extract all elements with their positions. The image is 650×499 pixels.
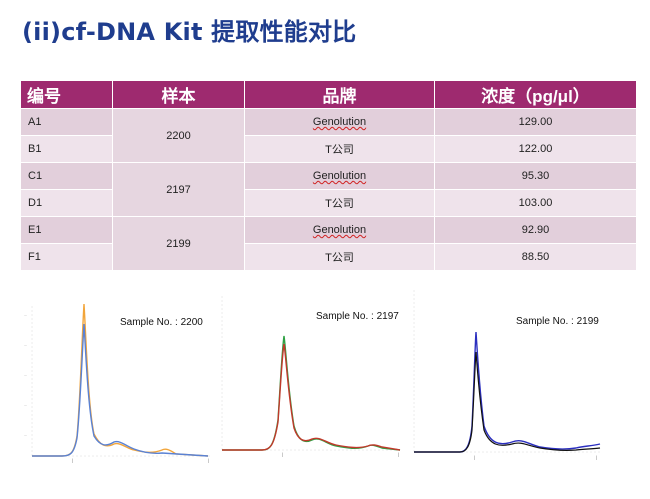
row-brand: Genolution: [244, 108, 435, 136]
table-header-row: 编号 样本 品牌 浓度（pg/μl）: [20, 80, 637, 109]
svg-text:—: —: [24, 433, 27, 437]
table-row: A1 2200 Genolution 129.00: [20, 108, 637, 163]
table-row: B1 T公司 122.00: [20, 135, 637, 163]
row-sample: 2197: [112, 162, 245, 217]
row-brand: Genolution: [244, 216, 435, 244]
table-row: D1 T公司 103.00: [20, 189, 637, 217]
row-id: E1: [20, 216, 113, 244]
row-brand: Genolution: [244, 162, 435, 190]
row-id: C1: [20, 162, 113, 190]
table-row: F1 T公司 88.50: [20, 243, 637, 271]
row-id: D1: [20, 189, 113, 217]
row-concentration: 129.00: [434, 108, 637, 136]
svg-text:|: |: [596, 455, 597, 460]
header-concentration: 浓度（pg/μl）: [434, 80, 637, 109]
row-id: B1: [20, 135, 113, 163]
row-concentration: 92.90: [434, 216, 637, 244]
row-sample: 2199: [112, 216, 245, 271]
row-concentration: 103.00: [434, 189, 637, 217]
electropherogram-plot: | |: [413, 290, 602, 460]
sample-label: Sample No. : 2200: [120, 317, 203, 328]
electropherogram-2197: | | Sample No. : 2197: [212, 290, 402, 460]
svg-text:|: |: [398, 452, 399, 457]
trace-dark-blue: [414, 331, 601, 453]
trace-red: [222, 343, 401, 451]
sample-label: Sample No. : 2197: [316, 311, 399, 322]
electropherogram-plot: — — — — — | |: [24, 303, 210, 463]
row-brand: T公司: [244, 135, 435, 163]
trace-blue: [32, 323, 209, 457]
sample-label: Sample No. : 2199: [516, 316, 599, 327]
header-brand: 品牌: [244, 80, 435, 109]
row-concentration: 122.00: [434, 135, 637, 163]
row-concentration: 88.50: [434, 243, 637, 271]
svg-text:|: |: [474, 455, 475, 460]
electropherogram-2200: — — — — — | | Sample No. : 2200: [22, 296, 212, 466]
row-id: F1: [20, 243, 113, 271]
svg-text:|: |: [208, 458, 209, 463]
row-brand: T公司: [244, 189, 435, 217]
table-row: C1 2197 Genolution 95.30: [20, 162, 637, 217]
svg-text:|: |: [282, 452, 283, 457]
row-concentration: 95.30: [434, 162, 637, 190]
svg-text:|: |: [72, 458, 73, 463]
brand-text: Genolution: [312, 224, 367, 236]
trace-green: [222, 335, 401, 451]
brand-text: Genolution: [312, 170, 367, 182]
row-id: A1: [20, 108, 113, 136]
header-id: 编号: [20, 80, 113, 109]
row-brand: T公司: [244, 243, 435, 271]
svg-text:—: —: [24, 313, 27, 317]
svg-text:—: —: [24, 373, 27, 377]
header-sample: 样本: [112, 80, 245, 109]
slide-title: (ii)cf-DNA Kit 提取性能对比: [22, 18, 357, 46]
svg-text:—: —: [24, 343, 27, 347]
row-sample: 2200: [112, 108, 245, 163]
brand-text: Genolution: [312, 116, 367, 128]
comparison-table: 编号 样本 品牌 浓度（pg/μl） A1 2200 Genolution 12…: [20, 80, 637, 271]
electropherogram-plot: | |: [221, 296, 401, 457]
svg-text:—: —: [24, 403, 27, 407]
trace-black: [414, 351, 601, 453]
electropherogram-2199: | | Sample No. : 2199: [404, 286, 606, 462]
table-row: E1 2199 Genolution 92.90: [20, 216, 637, 271]
